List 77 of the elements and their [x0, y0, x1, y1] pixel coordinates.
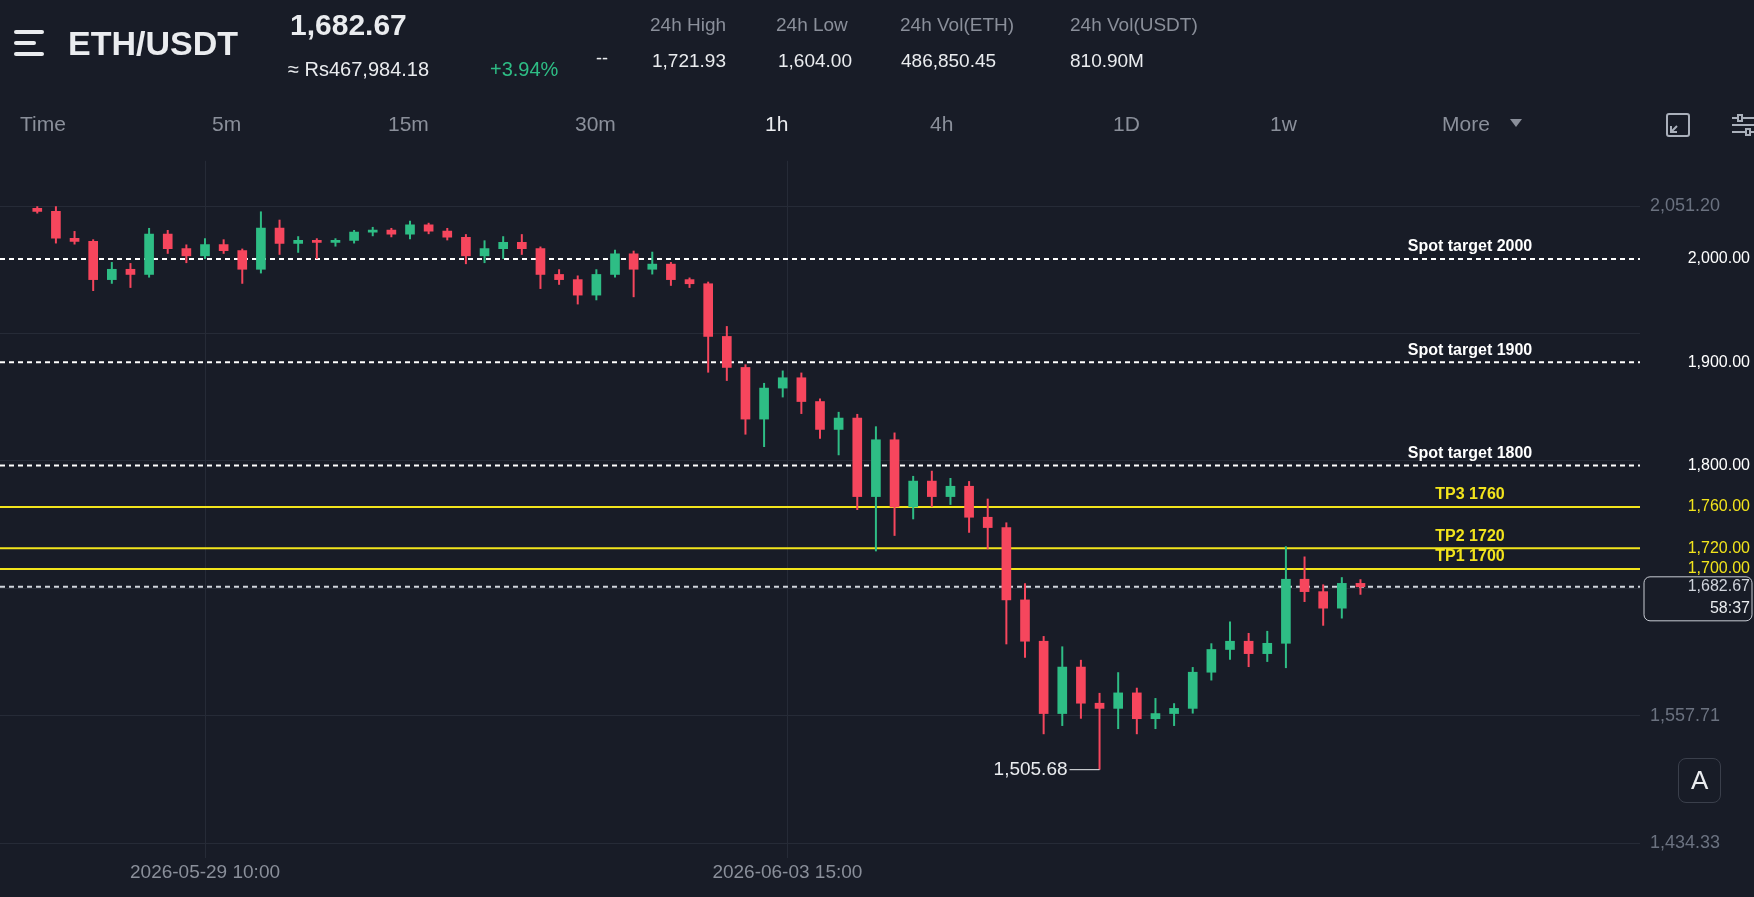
- candlestick: [982, 497, 993, 551]
- text: 4h: [930, 112, 954, 136]
- ref-line-label: TP3 1760: [1435, 485, 1505, 503]
- text: +3.94%: [490, 58, 559, 81]
- text: 1,800.00: [1687, 456, 1751, 473]
- candlestick: [945, 476, 956, 506]
- text: 1,900.00: [1687, 352, 1751, 370]
- text: 24h Vol(USDT): [1070, 14, 1198, 36]
- text: 1,721.93: [652, 50, 726, 72]
- ref-line-label: TP1 1700: [1435, 547, 1505, 565]
- text: More: [1442, 112, 1490, 136]
- candlestick: [1299, 555, 1310, 603]
- annotation: 1,505.68: [993, 757, 1068, 779]
- text: 1w: [1270, 112, 1297, 136]
- candlestick: [274, 218, 285, 256]
- candlestick: [1243, 631, 1254, 669]
- text: 1h: [765, 112, 789, 136]
- candlestick: [572, 274, 583, 306]
- candlestick: [1318, 583, 1329, 627]
- candlestick: [777, 369, 788, 399]
- candlestick: [405, 219, 415, 241]
- ref-line-label: TP2 1720: [1435, 526, 1505, 544]
- candlestick: [1169, 702, 1179, 727]
- text: ≈ Rs467,984.18: [288, 58, 430, 81]
- candlestick: [1206, 642, 1217, 682]
- text: 1,720.00: [1687, 538, 1751, 556]
- text: 1,682.67: [1687, 577, 1751, 595]
- candlestick: [610, 248, 620, 279]
- text: 24h Vol(ETH): [900, 14, 1015, 36]
- candlestick: [666, 261, 676, 287]
- candlestick: [1150, 697, 1161, 731]
- text: 1D: [1113, 112, 1140, 136]
- text: 1,760.00: [1687, 497, 1751, 515]
- candlestick: [311, 237, 322, 260]
- candlestick: [628, 249, 639, 299]
- text: 810.90M: [1070, 50, 1144, 72]
- text: 486,850.45: [901, 50, 997, 72]
- ref-line-label: Spot target 1800: [1407, 444, 1533, 461]
- candlestick: [200, 237, 210, 260]
- candlestick: [479, 239, 490, 265]
- candlestick: [106, 261, 117, 285]
- text: 30m: [575, 112, 616, 136]
- candlestick: [461, 233, 471, 266]
- y-tick-label: 2,051.20: [1650, 195, 1721, 216]
- candlestick: [516, 233, 527, 256]
- x-tick-label: 2026-05-29 10:00: [129, 860, 281, 882]
- candlestick: [591, 268, 602, 302]
- ref-line-label: Spot target 2000: [1407, 237, 1533, 255]
- candlestick: [926, 469, 937, 508]
- candlestick: [1113, 671, 1124, 731]
- y-tick-label: 1,434.33: [1650, 832, 1721, 853]
- text: 58:37: [1709, 599, 1751, 617]
- text: 2,000.00: [1687, 249, 1751, 267]
- candlestick: [125, 262, 136, 289]
- candlestick: [1225, 620, 1235, 661]
- candlestick: [162, 229, 173, 255]
- text: 15m: [388, 112, 429, 136]
- text: --: [596, 48, 608, 69]
- candlestick: [647, 250, 658, 276]
- text: 24h Low: [776, 14, 848, 36]
- text: Time: [20, 112, 66, 136]
- candlestick: [498, 235, 509, 260]
- x-tick-label: 2026-06-03 15:00: [712, 860, 863, 882]
- text: 1,682.67: [290, 8, 407, 42]
- candlestick: [181, 243, 192, 265]
- y-tick-label: 1,557.71: [1650, 704, 1721, 725]
- chart-title: ETH/USDT: [68, 24, 238, 63]
- text: 1,700.00: [1687, 559, 1751, 577]
- text: 1,604.00: [778, 50, 852, 72]
- candlestick: [833, 410, 844, 457]
- ref-line-label: Spot target 1900: [1407, 340, 1533, 358]
- text: A: [1678, 758, 1722, 803]
- candlestick: [237, 247, 248, 285]
- candlestick: [1262, 629, 1273, 663]
- candlestick: [1094, 691, 1105, 771]
- text: 24h High: [650, 14, 727, 36]
- text: 5m: [212, 112, 242, 136]
